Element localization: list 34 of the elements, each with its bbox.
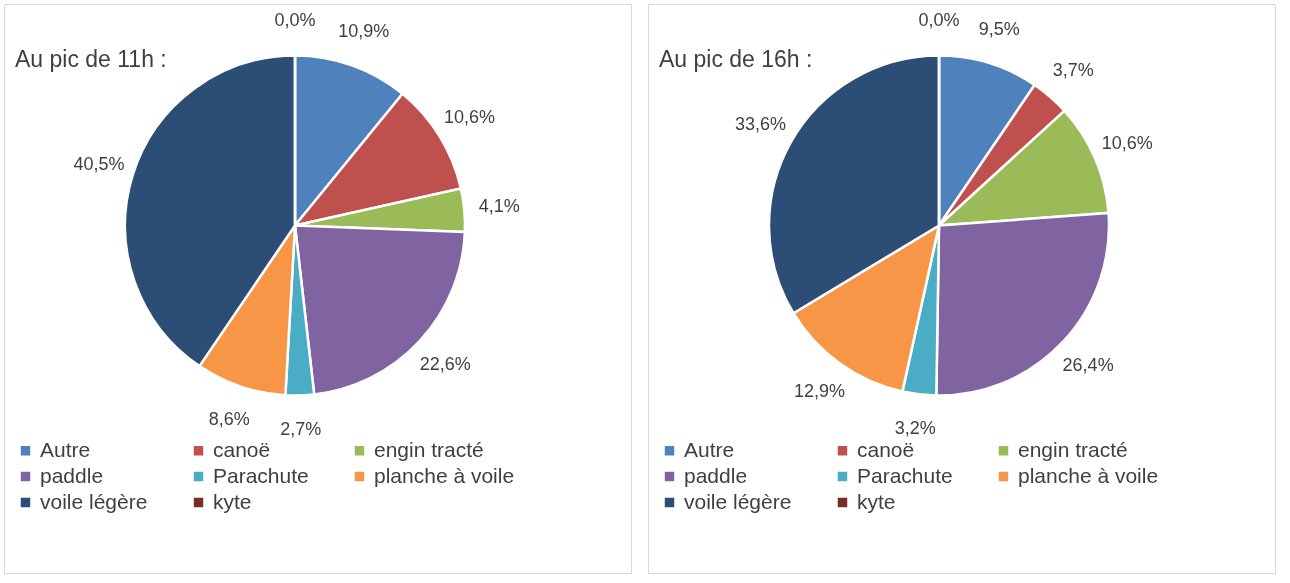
legend-label: canoë bbox=[857, 437, 915, 461]
legend-label: planche à voile bbox=[374, 463, 515, 487]
data-label: 4,1% bbox=[478, 195, 520, 216]
data-label: 10,6% bbox=[1101, 133, 1153, 154]
legend-label: planche à voile bbox=[1018, 463, 1159, 487]
data-label: 2,7% bbox=[280, 419, 322, 440]
legend-label: Parachute bbox=[857, 463, 953, 487]
legend-label: Parachute bbox=[213, 463, 309, 487]
legend-label: paddle bbox=[684, 463, 748, 487]
data-label: 10,6% bbox=[443, 106, 495, 127]
legend-label: voile légère bbox=[684, 489, 792, 513]
data-label: 9,5% bbox=[978, 18, 1020, 39]
legend-label: kyte bbox=[213, 489, 252, 513]
legend-label: engin tracté bbox=[374, 437, 484, 461]
text: Au pic de 11h : bbox=[15, 45, 167, 72]
legend-label: kyte bbox=[857, 489, 896, 513]
text: 0,0% bbox=[918, 9, 960, 30]
legend-label: canoë bbox=[213, 437, 271, 461]
data-label: 26,4% bbox=[1062, 355, 1114, 376]
data-label: 8,6% bbox=[208, 408, 250, 429]
data-label: 40,5% bbox=[73, 154, 125, 175]
legend-label: Autre bbox=[40, 437, 91, 461]
data-label: 3,7% bbox=[1052, 59, 1094, 80]
data-label: 22,6% bbox=[419, 353, 471, 374]
legend-label: voile légère bbox=[40, 489, 148, 513]
legend-label: engin tracté bbox=[1018, 437, 1128, 461]
legend-label: Autre bbox=[684, 437, 735, 461]
data-label: 12,9% bbox=[793, 381, 845, 402]
data-label: 10,9% bbox=[338, 21, 390, 42]
data-label: 33,6% bbox=[734, 113, 787, 134]
text: 0,0% bbox=[274, 9, 316, 30]
data-label: 3,2% bbox=[894, 418, 936, 439]
legend-label: paddle bbox=[40, 463, 104, 487]
text: Au pic de 16h : bbox=[659, 45, 813, 72]
